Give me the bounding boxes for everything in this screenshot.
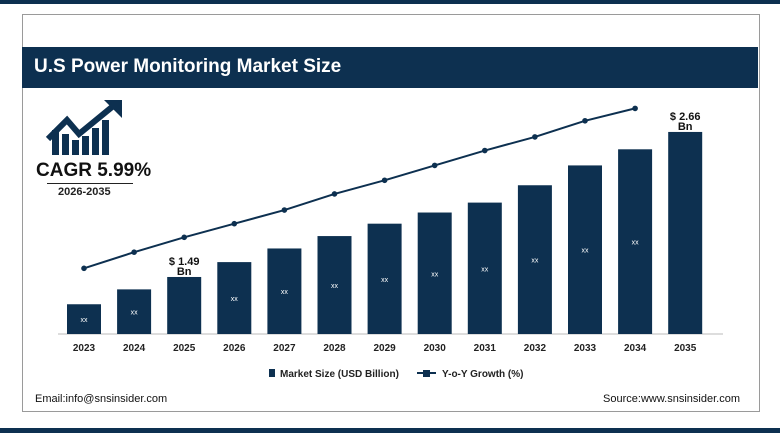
frame [22,14,760,412]
bar-2027 [267,248,302,334]
growth-point-2024 [131,249,137,255]
bar-label-2023: xx [81,317,89,324]
bar-2032 [517,185,552,334]
bar-label-2028: xx [331,283,339,290]
top-band [0,0,780,4]
bar-label-2033: xx [582,248,590,255]
bar-label-2026: xx [231,296,239,303]
growth-point-2033 [582,117,588,124]
annotation-unit-2025: Bn [177,266,192,278]
x-tick-2034: 2034 [624,343,647,354]
legend-bar-label: Market Size (USD Billion) [280,369,399,380]
bar-label-2024: xx [131,310,139,317]
growth-point-2027 [281,207,288,213]
x-tick-2023: 2023 [73,343,96,354]
x-tick-2029: 2029 [373,343,396,354]
growth-line [83,107,636,270]
growth-point-2029 [381,177,388,184]
x-tick-2032: 2032 [524,343,547,354]
footer-source: Source:www.snsinsider.com [603,393,740,405]
bar-label-2032: xx [531,258,539,265]
cagr-period: 2026-2035 [58,186,111,198]
bar-2023 [67,304,101,334]
annotation-value-2035: $ 2.66 [670,111,701,123]
growth-point-2023 [81,265,87,272]
cagr-value: CAGR 5.99% [36,160,152,181]
bar-2031 [467,202,502,334]
legend-line-label: Y-o-Y Growth (%) [442,369,523,380]
growth-point-2026 [231,220,238,227]
growth-point-2025 [181,234,187,241]
bar-2035 [668,131,703,334]
bar-2033 [568,165,602,334]
bar-label-2031: xx [481,266,489,273]
bar-label-2029: xx [381,277,389,284]
bar-label-2030: xx [431,271,439,278]
x-tick-2028: 2028 [323,343,346,354]
bar-2030 [417,212,452,334]
title-bar: U.S Power Monitoring Market Size [22,47,758,88]
x-tick-2030: 2030 [424,343,447,354]
bar-2026 [217,262,252,334]
bar-2029 [367,223,402,334]
legend-bar-swatch [269,369,275,377]
x-tick-2031: 2031 [474,343,497,354]
bar-2034 [618,149,653,334]
x-tick-2024: 2024 [123,343,146,354]
x-tick-2033: 2033 [574,343,597,354]
footer-email: Email:info@snsinsider.com [35,393,168,405]
chart-title: U.S Power Monitoring Market Size [34,56,342,77]
annotation-value-2025: $ 1.49 [169,256,200,268]
growth-point-2030 [431,162,438,169]
x-tick-2027: 2027 [273,343,296,354]
annotation-unit-2035: Bn [678,121,693,133]
x-tick-2026: 2026 [223,343,246,354]
growth-point-2032 [532,134,538,140]
x-tick-2035: 2035 [674,343,697,354]
bottom-band [0,428,780,433]
cagr-divider [47,183,133,184]
bar-label-2034: xx [632,240,640,247]
bar-2024 [117,289,152,334]
growth-point-2028 [331,191,338,197]
growth-point-2031 [482,147,488,154]
legend-line-marker [423,370,430,377]
bar-2025 [167,276,202,334]
bar-2028 [317,236,352,334]
bar-label-2027: xx [281,289,289,296]
growth-point-2034 [632,105,638,112]
x-tick-2025: 2025 [173,343,196,354]
